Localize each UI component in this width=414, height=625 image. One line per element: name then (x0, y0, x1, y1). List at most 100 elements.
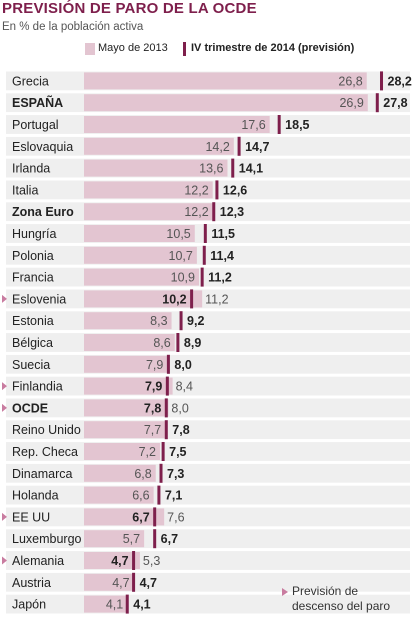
marker-forecast-2014 (164, 420, 168, 440)
marker-forecast-2014 (132, 572, 136, 592)
value-label-forecast-2014: 11,4 (210, 249, 234, 263)
country-label: Rep. Checa (12, 445, 78, 459)
decrease-arrow-icon (2, 556, 7, 565)
chart-subtitle: En % de la población activa (2, 21, 144, 33)
decrease-arrow-icon (2, 294, 7, 303)
country-label: Holanda (12, 489, 59, 503)
country-label: Reino Unido (12, 423, 81, 437)
bar-may-2013 (84, 334, 175, 351)
country-label: Grecia (12, 74, 49, 88)
country-label: Irlanda (12, 162, 50, 176)
value-label-may-2013: 10,7 (169, 249, 193, 263)
bar-may-2013 (84, 377, 173, 395)
value-label-forecast-2014: 6,7 (132, 510, 149, 524)
marker-forecast-2014 (176, 333, 180, 352)
value-label-may-2013: 4,7 (112, 576, 129, 590)
row-stripe (6, 376, 410, 396)
value-label-forecast-2014: 12,3 (220, 205, 244, 219)
value-label-forecast-2014: 4,1 (133, 598, 150, 612)
legend: Mayo de 2013 IV trimestre de 2014 (previ… (0, 41, 414, 57)
country-label: Italia (12, 183, 38, 197)
value-label-forecast-2014: 14,7 (245, 140, 269, 154)
value-label-forecast-2014: 8,0 (174, 358, 191, 372)
marker-forecast-2014 (200, 267, 204, 287)
value-label-forecast-2014: 7,1 (165, 489, 182, 503)
bar-may-2013 (84, 595, 128, 613)
value-label-forecast-2014: 6,7 (161, 532, 178, 546)
bar-may-2013 (84, 290, 203, 308)
decrease-arrow-icon (2, 512, 7, 521)
value-label-may-2013: 14,2 (205, 140, 229, 154)
decrease-arrow-icon (282, 588, 288, 596)
decrease-note-line-2: descenso del paro (292, 599, 391, 613)
bar-may-2013 (84, 486, 154, 504)
country-label: Portugal (12, 118, 59, 132)
marker-forecast-2014 (202, 245, 206, 265)
value-label-may-2013: 17,6 (241, 118, 265, 132)
bar-may-2013 (84, 508, 165, 526)
bar-may-2013 (84, 116, 270, 133)
country-label: Francia (12, 271, 54, 285)
row-stripe (6, 551, 410, 570)
chart-title: PREVISIÓN DE PARO DE LA OCDE (2, 0, 257, 17)
marker-forecast-2014 (153, 529, 157, 549)
country-label: Eslovaquia (12, 140, 73, 154)
value-label-forecast-2014: 7,9 (145, 380, 162, 394)
bar-may-2013 (84, 159, 228, 177)
value-label-may-2013: 13,6 (199, 162, 223, 176)
value-label-may-2013: 7,6 (167, 510, 184, 524)
value-label-may-2013: 8,4 (176, 380, 193, 394)
country-label: Dinamarca (12, 467, 72, 481)
value-label-forecast-2014: 10,2 (162, 292, 186, 306)
value-label-may-2013: 6,6 (132, 489, 149, 503)
row-stripe (6, 398, 410, 418)
value-label-may-2013: 8,3 (150, 314, 167, 328)
bar-may-2013 (84, 72, 367, 90)
bar-may-2013 (84, 137, 234, 155)
decrease-note-line-1: Previsión de (292, 584, 359, 598)
marker-forecast-2014 (212, 202, 216, 222)
country-label: Eslovenia (12, 292, 66, 306)
marker-forecast-2014 (215, 180, 219, 200)
legend-label-forecast-2014: IV trimestre de 2014 (previsión) (191, 42, 355, 54)
value-label-may-2013: 10,9 (171, 271, 195, 285)
bar-may-2013 (84, 421, 166, 439)
marker-forecast-2014 (179, 311, 183, 331)
bar-may-2013 (84, 530, 145, 548)
value-label-may-2013: 5,3 (143, 554, 160, 568)
marker-forecast-2014 (380, 71, 384, 91)
country-label: EE UU (12, 510, 50, 524)
marker-forecast-2014 (203, 224, 207, 243)
country-label: Hungría (12, 227, 57, 241)
row-stripe (6, 507, 410, 527)
row-stripe (6, 333, 410, 352)
country-label: Bélgica (12, 336, 53, 350)
value-label-may-2013: 10,5 (166, 227, 190, 241)
value-label-forecast-2014: 7,5 (169, 445, 186, 459)
marker-forecast-2014 (157, 485, 161, 505)
marker-forecast-2014 (190, 289, 194, 309)
country-label: Luxemburgo (12, 532, 82, 546)
value-label-forecast-2014: 28,2 (388, 74, 412, 88)
marker-forecast-2014 (375, 93, 379, 113)
value-label-may-2013: 7,7 (144, 423, 161, 437)
decrease-arrow-icon (2, 403, 7, 412)
value-label-forecast-2014: 7,8 (144, 401, 161, 415)
bar-may-2013 (84, 225, 195, 242)
marker-forecast-2014 (166, 354, 170, 374)
legend-swatch-may-2013 (85, 43, 95, 55)
value-label-forecast-2014: 12,6 (223, 183, 247, 197)
country-label: Austria (12, 576, 51, 590)
marker-forecast-2014 (153, 507, 157, 527)
row-stripe (6, 311, 410, 331)
value-label-may-2013: 8,0 (171, 401, 188, 415)
value-label-may-2013: 26,8 (338, 74, 362, 88)
value-label-may-2013: 12,2 (184, 205, 208, 219)
value-label-may-2013: 6,8 (134, 467, 151, 481)
value-label-forecast-2014: 8,9 (184, 336, 201, 350)
value-label-forecast-2014: 9,2 (187, 314, 204, 328)
marker-forecast-2014 (277, 115, 281, 134)
decrease-note: Previsión de descenso del paro (282, 584, 390, 614)
value-label-forecast-2014: 11,2 (208, 271, 232, 285)
